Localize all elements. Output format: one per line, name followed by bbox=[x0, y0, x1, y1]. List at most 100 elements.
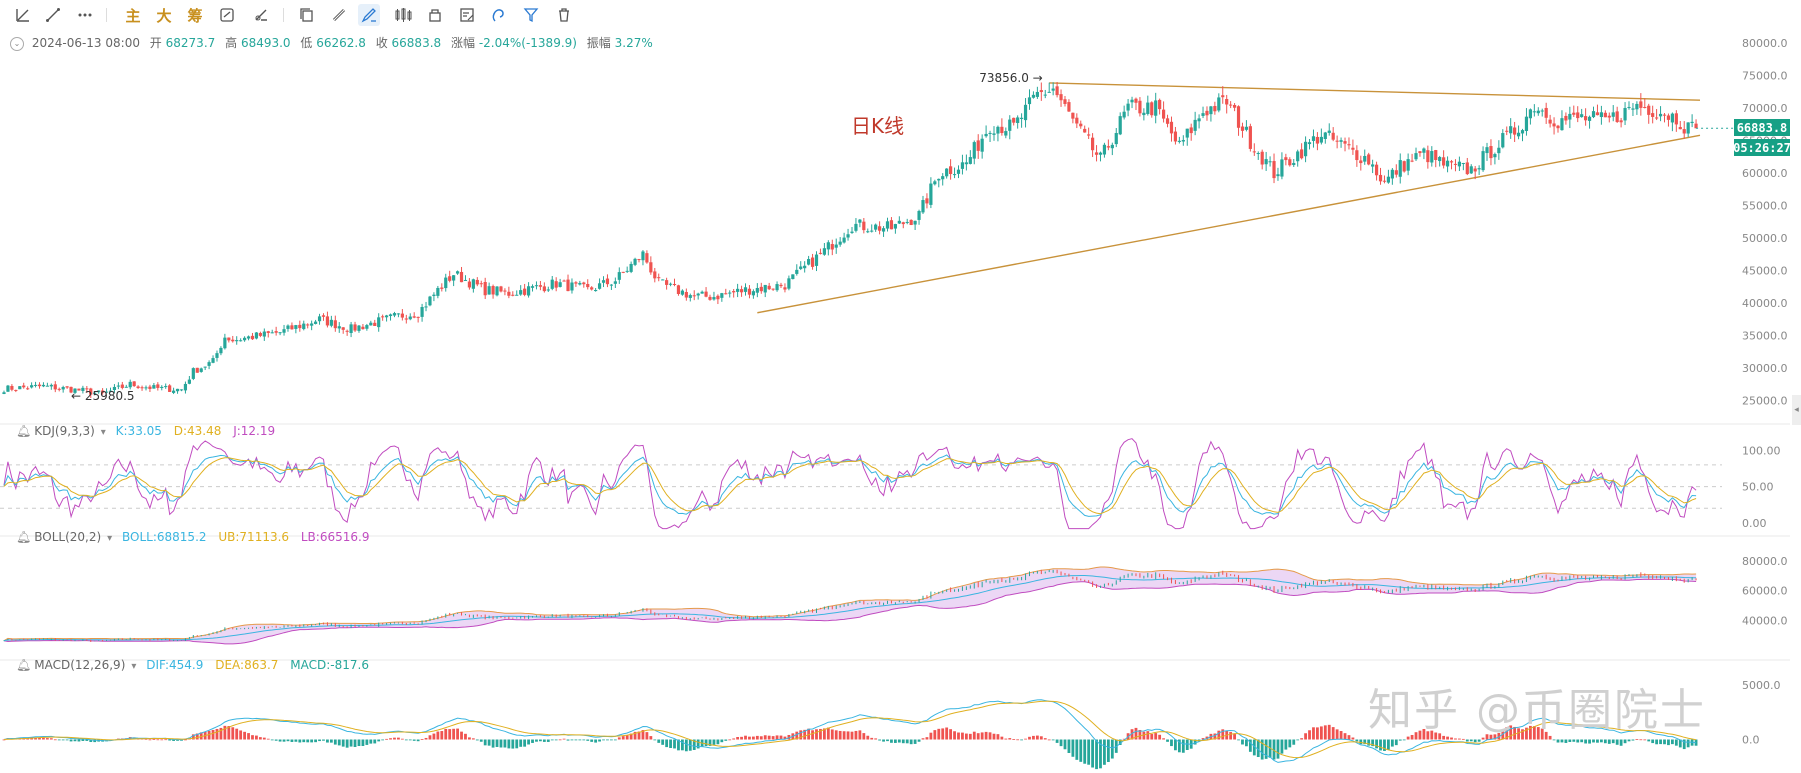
macd-histogram-bar bbox=[1568, 739, 1572, 743]
macd-histogram-bar bbox=[1521, 729, 1524, 740]
candle-body bbox=[507, 291, 511, 296]
candle-body bbox=[881, 228, 886, 232]
candle-body bbox=[1434, 150, 1438, 160]
macd-histogram-bar bbox=[38, 737, 41, 740]
kdj-k-line bbox=[3, 454, 1697, 517]
lock-icon[interactable] bbox=[424, 4, 446, 26]
candle-body bbox=[822, 248, 826, 255]
candle-body bbox=[597, 283, 602, 289]
big-order-button[interactable]: 大 bbox=[156, 6, 172, 25]
candle-body bbox=[511, 294, 515, 296]
macd-histogram-bar bbox=[886, 739, 889, 742]
candle-body bbox=[1213, 106, 1217, 112]
candle-body bbox=[1489, 146, 1493, 159]
macd-histogram-bar bbox=[195, 733, 199, 740]
macd-histogram-bar bbox=[156, 739, 160, 741]
candle-body bbox=[1248, 126, 1252, 149]
macd-histogram-bar bbox=[783, 736, 787, 740]
macd-histogram-bar bbox=[337, 739, 341, 746]
alert-bell-icon[interactable]: 🔔︎ bbox=[16, 424, 32, 438]
macd-histogram-bar bbox=[909, 739, 913, 745]
candle-body bbox=[1146, 102, 1150, 114]
high-label: 高 bbox=[225, 36, 238, 50]
candle-body bbox=[1201, 113, 1205, 116]
more-icon[interactable] bbox=[74, 4, 96, 26]
candle-body bbox=[175, 388, 180, 392]
pen-icon[interactable] bbox=[358, 4, 380, 26]
collapse-chevron-icon[interactable]: ⌄ bbox=[10, 36, 24, 51]
line-tool-icon[interactable] bbox=[42, 4, 64, 26]
candle-body bbox=[1110, 144, 1114, 149]
ruler-icon[interactable] bbox=[328, 4, 350, 26]
candle-body bbox=[317, 316, 322, 322]
eraser-icon[interactable] bbox=[250, 4, 272, 26]
macd-histogram-bar bbox=[531, 739, 534, 743]
candlestick-icon[interactable] bbox=[392, 4, 414, 26]
candle-body bbox=[984, 133, 988, 137]
candle-body bbox=[779, 284, 783, 287]
macd-histogram-bar bbox=[1398, 739, 1402, 741]
candle-body bbox=[108, 390, 113, 392]
macd-histogram-bar bbox=[645, 732, 649, 740]
macd-histogram-bar bbox=[389, 738, 392, 740]
candle-body bbox=[455, 271, 460, 274]
main-indicator-button[interactable]: 主 bbox=[125, 6, 141, 25]
macd-histogram-bar bbox=[1170, 739, 1173, 747]
alert-bell-icon[interactable]: 🔔︎ bbox=[16, 530, 32, 544]
candle-body bbox=[384, 315, 389, 318]
macd-histogram-bar bbox=[247, 733, 250, 740]
candle-body bbox=[1197, 118, 1201, 122]
trash-icon[interactable] bbox=[553, 4, 575, 26]
macd-histogram-bar bbox=[554, 739, 558, 741]
alert-bell-icon[interactable]: 🔔︎ bbox=[16, 658, 32, 672]
candle-body bbox=[1611, 112, 1615, 117]
chip-distribution-button[interactable]: 筹 bbox=[187, 6, 203, 25]
macd-histogram-bar bbox=[649, 736, 653, 740]
magnet-icon[interactable] bbox=[488, 4, 510, 26]
macd-histogram-bar bbox=[1548, 735, 1552, 740]
copy-icon[interactable] bbox=[296, 4, 318, 26]
candle-body bbox=[1118, 116, 1122, 135]
dropdown-icon[interactable]: ▾ bbox=[107, 533, 113, 544]
macd-histogram-bar bbox=[613, 739, 617, 741]
candle-body bbox=[93, 392, 97, 394]
candle-body bbox=[310, 323, 314, 326]
candle-body bbox=[972, 142, 976, 159]
dropdown-icon[interactable]: ▾ bbox=[131, 661, 137, 672]
dropdown-icon[interactable]: ▾ bbox=[100, 427, 106, 438]
macd-histogram-bar bbox=[1674, 739, 1678, 746]
candle-body bbox=[736, 288, 740, 292]
macd-histogram-bar bbox=[1252, 739, 1256, 756]
macd-histogram-bar bbox=[712, 739, 716, 745]
macd-histogram-bar bbox=[1584, 739, 1588, 744]
collapse-panel-icon[interactable]: ◂ bbox=[1792, 395, 1801, 425]
candle-body bbox=[803, 265, 807, 269]
macd-histogram-bar bbox=[1016, 739, 1020, 741]
candle-body bbox=[1075, 117, 1079, 124]
macd-histogram-bar bbox=[1095, 739, 1098, 770]
candle-body bbox=[1386, 176, 1391, 183]
macd-name[interactable]: MACD(12,26,9) bbox=[34, 658, 126, 672]
macd-histogram-bar bbox=[191, 734, 195, 740]
filter-icon[interactable] bbox=[520, 4, 542, 26]
sync-icon[interactable] bbox=[216, 4, 238, 26]
candle-body bbox=[1047, 91, 1051, 93]
note-icon[interactable] bbox=[456, 4, 478, 26]
candle-body bbox=[37, 384, 42, 387]
macd-histogram-bar bbox=[333, 739, 337, 745]
macd-histogram-bar bbox=[1477, 739, 1481, 742]
y-tick-label: 50.00 bbox=[1742, 481, 1774, 494]
macd-histogram-bar bbox=[515, 739, 519, 749]
trendline-tool-icon[interactable] bbox=[12, 4, 34, 26]
macd-histogram-bar bbox=[464, 733, 467, 740]
macd-histogram-bar bbox=[976, 733, 980, 740]
macd-histogram-bar bbox=[1343, 733, 1347, 740]
macd-histogram-bar bbox=[1682, 739, 1686, 750]
boll-name[interactable]: BOLL(20,2) bbox=[34, 530, 102, 544]
macd-histogram-bar bbox=[262, 737, 266, 740]
kdj-name[interactable]: KDJ(9,3,3) bbox=[34, 424, 95, 438]
macd-histogram-bar bbox=[602, 739, 605, 741]
macd-histogram-bar bbox=[1406, 736, 1410, 740]
candle-body bbox=[219, 347, 223, 354]
